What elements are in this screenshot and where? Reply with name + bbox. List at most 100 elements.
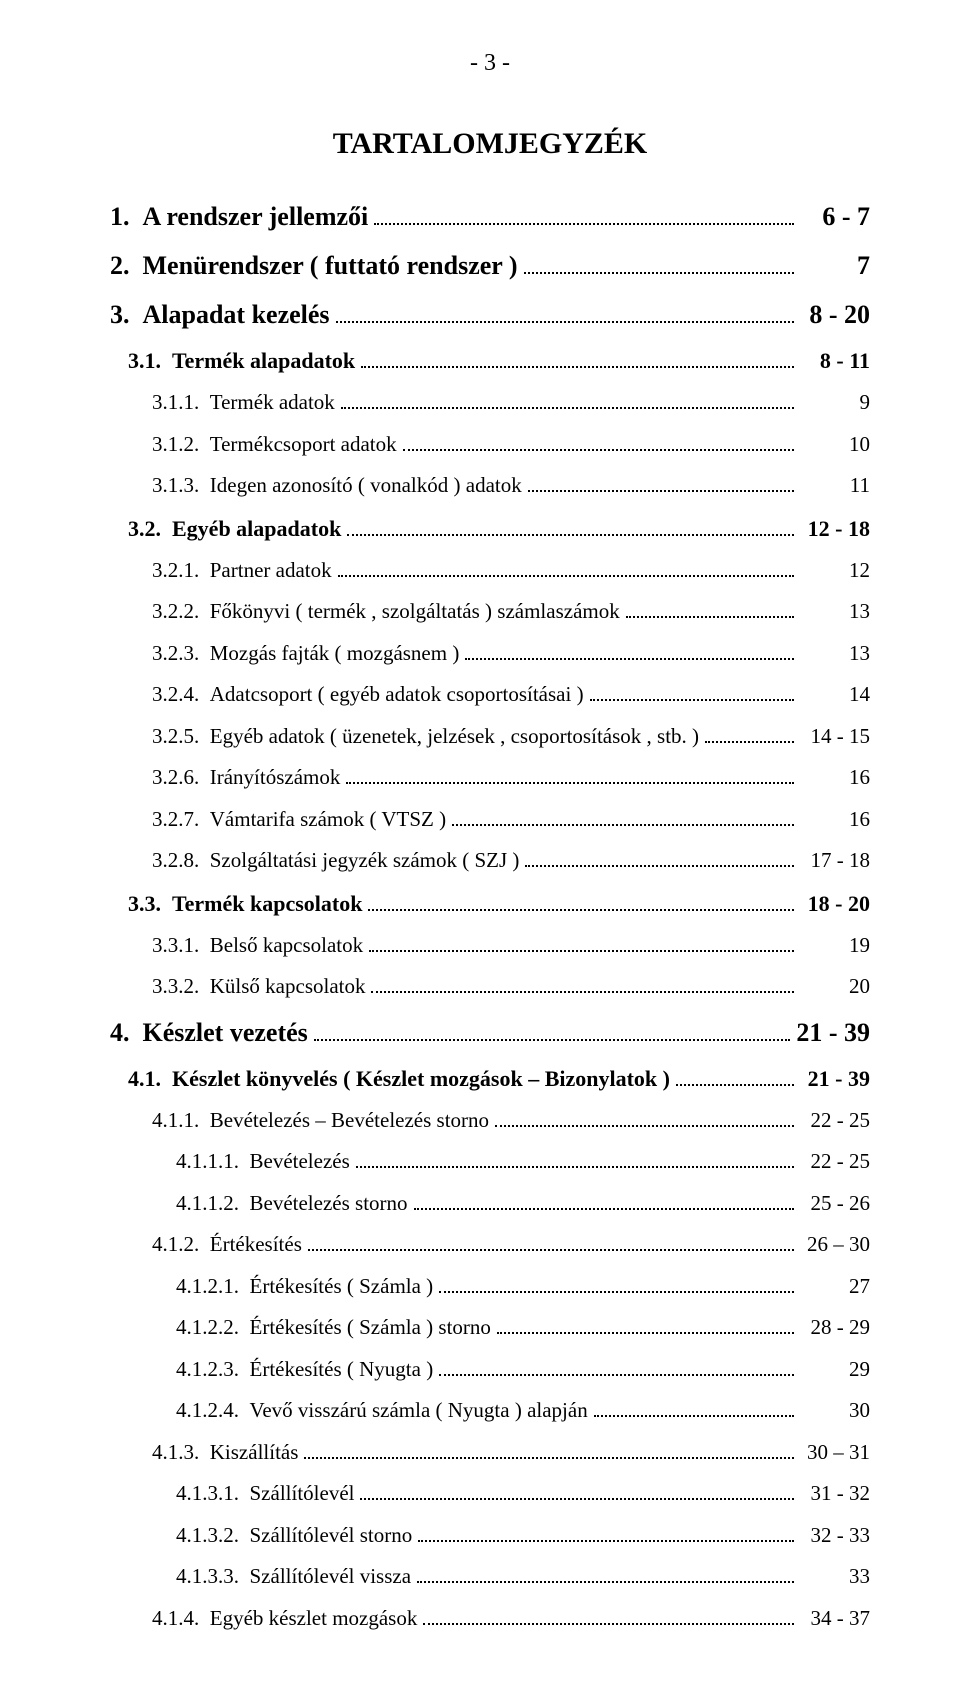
toc-entry-text: Bevételezés – Bevételezés storno bbox=[210, 1105, 489, 1137]
page-container: - 3 - TARTALOMJEGYZÉK 1. A rendszer jell… bbox=[0, 0, 960, 1704]
toc-entry-spacer bbox=[239, 1271, 250, 1303]
toc-leader bbox=[452, 807, 794, 826]
toc-entry-spacer bbox=[130, 295, 143, 334]
toc-entry-text: Bevételezés bbox=[250, 1146, 350, 1178]
toc-entry: 4.1.3.3. Szállítólevél vissza33 bbox=[110, 1561, 870, 1593]
toc-entry-number: 4. bbox=[110, 1013, 130, 1052]
toc-leader bbox=[626, 599, 794, 618]
toc-leader bbox=[418, 1523, 794, 1542]
toc-entry-page: 27 bbox=[800, 1271, 870, 1303]
toc-entry-text: Mozgás fajták ( mozgásnem ) bbox=[210, 638, 460, 670]
toc-entry: 1. A rendszer jellemzői6 - 7 bbox=[110, 197, 870, 236]
toc-entry-spacer bbox=[239, 1478, 250, 1510]
toc-entry-number: 3.1.1. bbox=[152, 387, 199, 419]
toc-entry-text: Főkönyvi ( termék , szolgáltatás ) száml… bbox=[210, 596, 620, 628]
toc-leader bbox=[439, 1274, 794, 1293]
toc-leader bbox=[356, 1149, 794, 1168]
toc-entry-page: 14 - 15 bbox=[800, 721, 870, 753]
toc-leader bbox=[304, 1440, 794, 1459]
toc-entry-page: 20 bbox=[800, 971, 870, 1003]
toc-leader bbox=[360, 1481, 794, 1500]
toc-leader bbox=[374, 202, 794, 225]
toc-entry-spacer bbox=[199, 470, 210, 502]
toc-entry-text: Adatcsoport ( egyéb adatok csoportosítás… bbox=[210, 679, 584, 711]
toc-entry-text: Értékesítés ( Nyugta ) bbox=[250, 1354, 434, 1386]
toc-entry-page: 34 - 37 bbox=[800, 1603, 870, 1635]
toc-entry-spacer bbox=[199, 1229, 210, 1261]
toc-entry-text: Készlet könyvelés ( Készlet mozgások – B… bbox=[172, 1062, 670, 1095]
toc-entry-spacer bbox=[199, 1437, 210, 1469]
toc-entry-spacer bbox=[199, 638, 210, 670]
toc-entry: 3.3.2. Külső kapcsolatok20 bbox=[110, 971, 870, 1003]
toc-entry-spacer bbox=[199, 1603, 210, 1635]
toc-entry-number: 3.2. bbox=[128, 512, 161, 545]
toc-leader bbox=[369, 933, 794, 952]
toc-entry: 3.2.7. Vámtarifa számok ( VTSZ )16 bbox=[110, 804, 870, 836]
toc-entry-spacer bbox=[161, 1062, 172, 1095]
toc-entry-page: 30 bbox=[800, 1395, 870, 1427]
toc-entry-page: 7 bbox=[800, 246, 870, 285]
toc-entry-number: 4.1.1.1. bbox=[176, 1146, 239, 1178]
toc-leader bbox=[336, 300, 794, 323]
toc-leader bbox=[497, 1315, 794, 1334]
toc-leader bbox=[368, 891, 794, 911]
toc-entry-text: Értékesítés ( Számla ) storno bbox=[250, 1312, 491, 1344]
toc-entry-page: 26 – 30 bbox=[800, 1229, 870, 1261]
toc-entry: 3.3.1. Belső kapcsolatok19 bbox=[110, 930, 870, 962]
toc-entry-page: 14 bbox=[800, 679, 870, 711]
toc-entry-text: Egyéb adatok ( üzenetek, jelzések , csop… bbox=[210, 721, 699, 753]
toc-entry-page: 29 bbox=[800, 1354, 870, 1386]
toc-entry: 3.2.4. Adatcsoport ( egyéb adatok csopor… bbox=[110, 679, 870, 711]
toc-entry-text: Vevő visszárú számla ( Nyugta ) alapján bbox=[250, 1395, 588, 1427]
toc-entry-spacer bbox=[239, 1561, 250, 1593]
toc-entry: 3.2.8. Szolgáltatási jegyzék számok ( SZ… bbox=[110, 845, 870, 877]
toc-entry-text: Termék adatok bbox=[210, 387, 335, 419]
toc-entry-page: 31 - 32 bbox=[800, 1478, 870, 1510]
toc-entry: 3.2.1. Partner adatok12 bbox=[110, 555, 870, 587]
toc-entry: 3.2.2. Főkönyvi ( termék , szolgáltatás … bbox=[110, 596, 870, 628]
toc-entry-number: 4.1.3.2. bbox=[176, 1520, 239, 1552]
toc-entry-number: 4.1.2.3. bbox=[176, 1354, 239, 1386]
toc-entry-page: 21 - 39 bbox=[800, 1062, 870, 1095]
toc-entry-page: 16 bbox=[800, 804, 870, 836]
toc-entry-page: 13 bbox=[800, 596, 870, 628]
toc-entry-page: 11 bbox=[800, 470, 870, 502]
toc-entry-number: 4.1.2.1. bbox=[176, 1271, 239, 1303]
toc-entry-number: 3.2.1. bbox=[152, 555, 199, 587]
toc-entry: 4.1.1.2. Bevételezés storno25 - 26 bbox=[110, 1188, 870, 1220]
toc-entry-text: Értékesítés ( Számla ) bbox=[250, 1271, 434, 1303]
toc-entry-spacer bbox=[199, 596, 210, 628]
toc-entry: 4.1.4. Egyéb készlet mozgások 34 - 37 bbox=[110, 1603, 870, 1635]
toc-entry-page: 9 bbox=[800, 387, 870, 419]
toc-entry-page: 12 - 18 bbox=[800, 512, 870, 545]
toc-entry-spacer bbox=[199, 971, 210, 1003]
toc-entry-page: 16 bbox=[800, 762, 870, 794]
toc-entry-text: A rendszer jellemzői bbox=[143, 197, 369, 236]
toc-entry-page: 30 – 31 bbox=[800, 1437, 870, 1469]
toc-entry: 4.1.3.2. Szállítólevél storno32 - 33 bbox=[110, 1520, 870, 1552]
toc-entry-spacer bbox=[239, 1146, 250, 1178]
toc-entry-number: 4.1.1. bbox=[152, 1105, 199, 1137]
toc-entry-number: 4.1.1.2. bbox=[176, 1188, 239, 1220]
toc-entry-page: 33 bbox=[800, 1561, 870, 1593]
toc-entry-text: Egyéb készlet mozgások bbox=[210, 1603, 418, 1635]
toc-entry-text: Partner adatok bbox=[210, 555, 332, 587]
toc-entry-number: 3.1. bbox=[128, 344, 161, 377]
toc-entry-spacer bbox=[199, 387, 210, 419]
toc-entry: 3.1.1. Termék adatok 9 bbox=[110, 387, 870, 419]
toc-entry-spacer bbox=[199, 845, 210, 877]
toc-entry-number: 3.2.7. bbox=[152, 804, 199, 836]
toc-entry-number: 1. bbox=[110, 197, 130, 236]
toc-entry-spacer bbox=[161, 512, 172, 545]
toc-entry: 4.1.1. Bevételezés – Bevételezés storno2… bbox=[110, 1105, 870, 1137]
toc-entry-number: 4.1.2.4. bbox=[176, 1395, 239, 1427]
toc-entry: 4.1.3.1. Szállítólevél31 - 32 bbox=[110, 1478, 870, 1510]
toc-entry-number: 4.1.4. bbox=[152, 1603, 199, 1635]
toc-entry: 4. Készlet vezetés21 - 39 bbox=[110, 1013, 870, 1052]
toc-entry-page: 18 - 20 bbox=[800, 887, 870, 920]
toc-entry-text: Szállítólevél vissza bbox=[250, 1561, 412, 1593]
toc-entry-number: 3.2.4. bbox=[152, 679, 199, 711]
toc-entry-text: Egyéb alapadatok bbox=[172, 512, 341, 545]
toc-entry-spacer bbox=[199, 555, 210, 587]
toc-entry-spacer bbox=[239, 1188, 250, 1220]
